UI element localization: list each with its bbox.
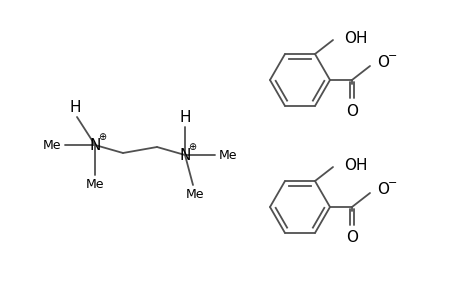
Text: OH: OH: [343, 31, 367, 46]
Text: Me: Me: [218, 148, 237, 161]
Text: N: N: [179, 148, 190, 163]
Text: O: O: [345, 103, 357, 118]
Text: Me: Me: [42, 139, 61, 152]
Text: Me: Me: [85, 178, 104, 191]
Text: O: O: [345, 230, 357, 245]
Text: −: −: [387, 178, 397, 188]
Text: N: N: [89, 137, 101, 152]
Text: Me: Me: [185, 188, 204, 202]
Text: H: H: [69, 100, 81, 115]
Text: ⊕: ⊕: [188, 142, 196, 152]
Text: OH: OH: [343, 158, 367, 172]
Text: ⊕: ⊕: [98, 132, 106, 142]
Text: H: H: [179, 110, 190, 124]
Text: O: O: [376, 182, 388, 196]
Text: O: O: [376, 55, 388, 70]
Text: −: −: [387, 51, 397, 61]
